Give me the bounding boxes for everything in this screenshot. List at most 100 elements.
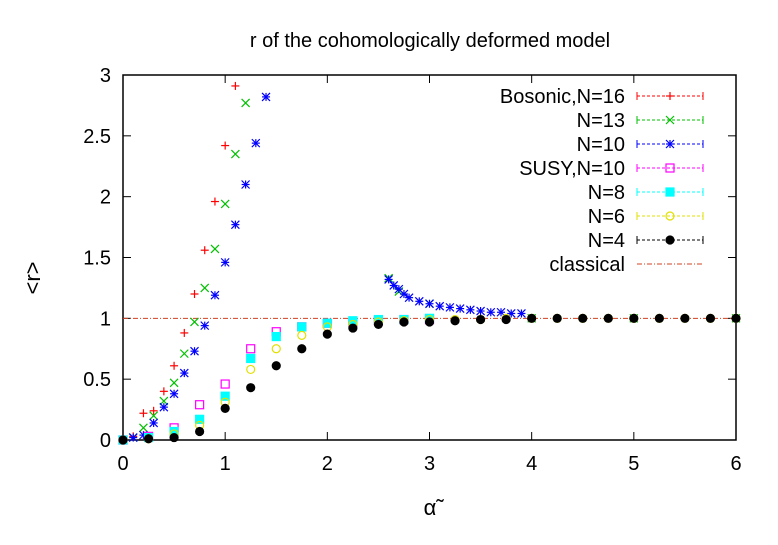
data-point xyxy=(139,409,148,418)
data-point xyxy=(271,344,281,354)
data-point xyxy=(159,387,168,396)
data-point xyxy=(169,432,179,443)
data-point xyxy=(399,317,409,327)
data-point xyxy=(143,434,154,444)
data-point xyxy=(200,321,210,331)
data-point xyxy=(297,330,307,340)
data-point xyxy=(179,368,189,378)
data-point xyxy=(251,138,261,148)
data-point xyxy=(195,426,205,437)
data-point xyxy=(654,313,664,323)
data-point xyxy=(384,274,394,284)
data-point xyxy=(180,328,189,337)
data-point xyxy=(231,81,240,90)
data-point xyxy=(230,220,240,230)
data-point xyxy=(322,329,332,339)
data-point xyxy=(190,317,199,327)
data-point xyxy=(527,313,537,323)
data-point xyxy=(731,313,741,323)
x-tick-label: 2 xyxy=(322,453,333,475)
data-point xyxy=(578,313,588,323)
data-point xyxy=(297,322,307,332)
data-point xyxy=(348,323,358,333)
legend: Bosonic,N=16N=13N=10SUSY,N=10N=8N=6N=4cl… xyxy=(500,86,704,276)
data-point xyxy=(445,302,455,312)
data-point xyxy=(389,281,399,290)
data-point xyxy=(139,423,148,433)
legend-marker xyxy=(666,92,674,100)
data-point xyxy=(159,402,169,412)
data-point xyxy=(475,314,486,325)
legend-label: N=10 xyxy=(577,134,625,156)
data-point xyxy=(680,313,690,323)
data-point xyxy=(118,435,128,445)
legend-marker xyxy=(665,163,675,173)
data-point xyxy=(220,257,230,267)
data-point xyxy=(200,246,209,255)
data-point xyxy=(179,349,189,359)
legend-marker xyxy=(665,211,675,221)
data-point xyxy=(435,301,445,311)
data-point xyxy=(399,289,409,299)
legend-marker xyxy=(665,139,675,149)
data-point xyxy=(455,304,465,314)
x-tick-label: 0 xyxy=(117,453,128,475)
data-point xyxy=(241,180,251,189)
data-point xyxy=(169,378,179,388)
y-tick-label: 1.5 xyxy=(83,248,111,270)
legend-marker xyxy=(665,115,675,125)
data-point xyxy=(425,299,434,309)
data-point xyxy=(149,406,158,415)
data-point xyxy=(210,290,220,300)
legend-label: N=8 xyxy=(588,182,625,204)
y-tick-label: 2 xyxy=(100,187,111,209)
data-point xyxy=(221,141,230,150)
data-point xyxy=(246,364,256,375)
data-point xyxy=(261,92,271,102)
data-point xyxy=(190,290,199,298)
data-point xyxy=(450,316,460,326)
data-point xyxy=(424,317,435,327)
x-tick-label: 5 xyxy=(628,453,639,475)
data-point xyxy=(241,98,251,108)
data-point xyxy=(195,414,205,424)
data-point xyxy=(603,313,613,323)
chart-title: r of the cohomologically deformed model xyxy=(250,30,610,52)
data-point xyxy=(486,307,496,317)
data-point xyxy=(297,344,307,354)
data-point xyxy=(271,331,281,342)
y-tick-label: 1 xyxy=(100,308,111,330)
axes-ticks: 0 1 2 3 4 5 6 0 0.5 1 1.5 2 2.5 3 xyxy=(83,65,741,475)
legend-label: N=6 xyxy=(588,206,625,228)
data-point xyxy=(200,283,210,293)
x-tick-label: 3 xyxy=(424,453,435,475)
plot-frame xyxy=(122,74,737,441)
data-point xyxy=(220,403,230,413)
y-tick-label: 0.5 xyxy=(83,369,111,391)
data-point xyxy=(170,361,179,370)
data-point xyxy=(629,313,639,323)
data-point xyxy=(220,199,230,209)
data-point xyxy=(271,361,281,371)
data-point xyxy=(246,344,256,354)
data-point xyxy=(230,149,240,159)
legend-label: N=13 xyxy=(577,110,625,132)
data-point xyxy=(190,346,199,356)
data-point xyxy=(210,244,220,254)
data-point xyxy=(169,389,179,399)
data-point xyxy=(404,293,414,303)
y-axis-label: <r> xyxy=(20,261,45,294)
data-point xyxy=(210,197,219,206)
y-tick-label: 3 xyxy=(100,65,111,87)
legend-marker xyxy=(665,235,675,245)
data-point xyxy=(705,313,716,323)
x-tick-label: 6 xyxy=(730,453,741,475)
data-point xyxy=(128,433,138,442)
legend-marker xyxy=(665,187,675,197)
data-point xyxy=(552,313,562,323)
data-marks xyxy=(118,81,741,445)
data-point xyxy=(517,309,526,318)
data-point xyxy=(149,411,159,421)
data-point xyxy=(414,296,424,306)
y-tick-label: 0 xyxy=(100,430,111,452)
